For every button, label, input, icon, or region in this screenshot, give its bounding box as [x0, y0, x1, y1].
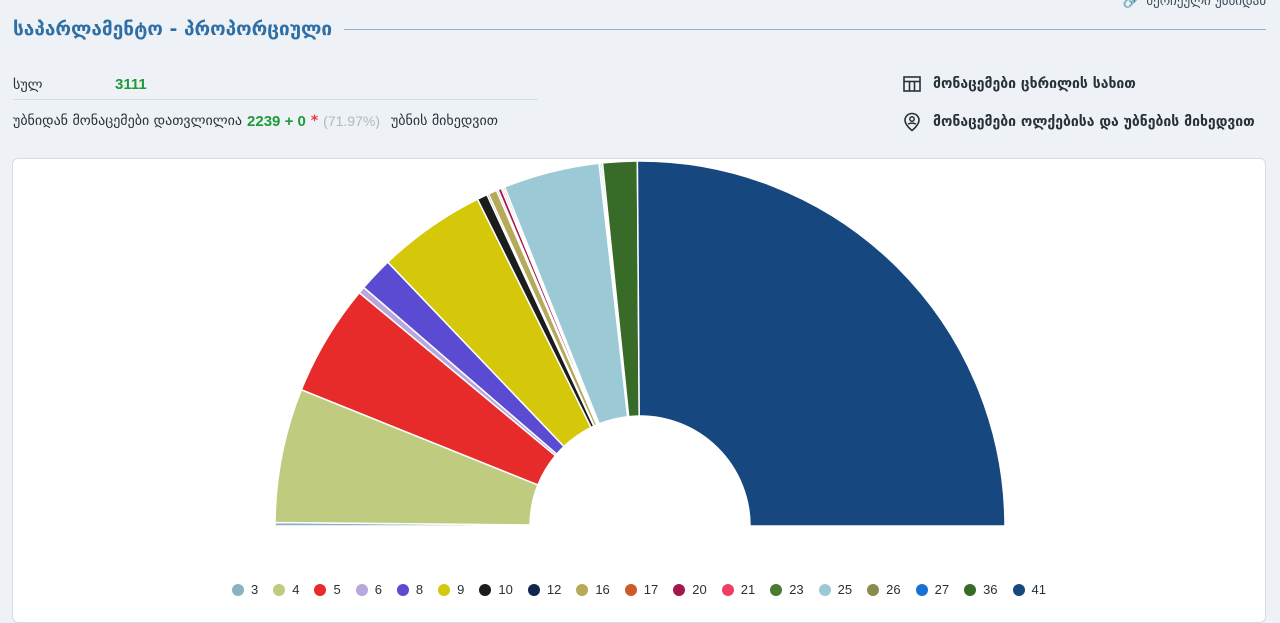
legend-item-20[interactable]: 20	[673, 582, 707, 597]
legend-label: 16	[595, 582, 610, 597]
legend-label: 8	[415, 582, 424, 597]
legend-item-12[interactable]: 12	[527, 582, 562, 597]
counted-percent: (71.97%)	[323, 113, 380, 129]
legend-swatch	[673, 583, 686, 596]
legend-item-21[interactable]: 21	[721, 582, 756, 597]
legend-swatch	[818, 583, 831, 596]
legend-swatch	[624, 583, 637, 596]
link-icon: 🔗	[1122, 0, 1141, 9]
legend-label: 17	[643, 582, 659, 597]
legend-label: 21	[740, 582, 756, 597]
map-view-label: მონაცემები ოლქებისა და უბნების მიხედვით	[933, 114, 1255, 130]
legend-swatch	[527, 583, 540, 596]
table-view-link[interactable]: მონაცემები ცხრილის სახით	[903, 70, 1255, 98]
legend-label: 9	[457, 582, 465, 597]
legend-label: 26	[886, 582, 901, 597]
legend-swatch	[576, 583, 589, 596]
title-divider	[344, 28, 1266, 30]
legend-label: 6	[374, 582, 382, 597]
legend-item-10[interactable]: 10	[479, 582, 513, 597]
legend-swatch	[314, 583, 327, 596]
legend-item-6[interactable]: 6	[355, 582, 382, 597]
map-view-link[interactable]: მონაცემები ოლქებისა და უბნების მიხედვით	[903, 108, 1255, 136]
legend-label: 36	[983, 582, 998, 597]
total-row: სულ 3111	[13, 70, 538, 100]
legend-swatch	[915, 583, 928, 596]
legend-label: 20	[692, 582, 707, 597]
counted-label: უბნიდან მონაცემები დათვლილია	[13, 113, 243, 129]
legend-label: 10	[498, 582, 513, 597]
legend-swatch	[273, 583, 286, 596]
legend-item-41[interactable]: 41	[1012, 582, 1047, 597]
chart-card: 3 4 5 6 8 9 10 12 16 17 20 21 23 25 26 27 36 41	[12, 158, 1266, 623]
counted-row: უბნიდან მონაცემები დათვლილია 2239 + 0 * …	[13, 100, 538, 142]
legend-item-3[interactable]: 3	[231, 582, 259, 597]
legend-item-27[interactable]: 27	[915, 582, 950, 597]
selected-precinct-link[interactable]: 🔗 შერჩეული უბნიდან	[1123, 0, 1266, 9]
legend-swatch	[964, 583, 977, 596]
section-header: საპარლამენტო - პროპორციული	[13, 14, 1266, 44]
legend-label: 25	[837, 582, 853, 597]
legend-swatch	[867, 583, 880, 596]
total-value: 3111	[115, 76, 147, 93]
legend-item-36[interactable]: 36	[964, 582, 998, 597]
legend-label: 23	[789, 582, 804, 597]
legend-label: 12	[546, 582, 562, 597]
legend-swatch	[231, 583, 244, 596]
legend-swatch	[479, 583, 492, 596]
legend-item-26[interactable]: 26	[867, 582, 901, 597]
location-pin-icon	[904, 112, 920, 132]
stats-panel: სულ 3111 უბნიდან მონაცემები დათვლილია 22…	[13, 70, 538, 142]
legend-swatch	[721, 583, 734, 596]
chart-legend: 3 4 5 6 8 9 10 12 16 17 20 21 23 25 26 27 36 41	[13, 582, 1265, 597]
counted-value: 2239 + 0	[247, 112, 306, 130]
legend-swatch	[396, 583, 409, 596]
legend-swatch	[438, 583, 451, 596]
legend-label: 27	[934, 582, 950, 597]
legend-item-9[interactable]: 9	[438, 582, 464, 597]
legend-label: 41	[1031, 582, 1047, 597]
legend-label: 4	[292, 582, 300, 597]
legend-label: 5	[333, 582, 341, 597]
legend-item-4[interactable]: 4	[273, 582, 299, 597]
legend-item-25[interactable]: 25	[818, 582, 853, 597]
legend-label: 3	[250, 582, 259, 597]
legend-item-17[interactable]: 17	[624, 582, 659, 597]
half-donut-chart	[274, 160, 1006, 527]
legend-swatch	[355, 583, 368, 596]
selected-precinct-label: შერჩეული უბნიდან	[1146, 0, 1266, 9]
table-view-label: მონაცემები ცხრილის სახით	[933, 76, 1136, 92]
by-precinct-label: უბნის მიხედვით	[390, 113, 498, 129]
legend-item-5[interactable]: 5	[314, 582, 341, 597]
legend-item-8[interactable]: 8	[396, 582, 424, 597]
page-title: საპარლამენტო - პროპორციული	[13, 18, 333, 40]
legend-item-23[interactable]: 23	[770, 582, 804, 597]
table-icon	[903, 76, 921, 92]
counted-star: *	[310, 113, 319, 129]
legend-swatch	[1012, 583, 1025, 596]
total-label: სულ	[13, 76, 43, 93]
slice-41[interactable]	[636, 160, 1006, 527]
view-links: მონაცემები ცხრილის სახით მონაცემები ოლქე…	[903, 70, 1255, 146]
legend-item-16[interactable]: 16	[576, 582, 610, 597]
legend-swatch	[770, 583, 783, 596]
